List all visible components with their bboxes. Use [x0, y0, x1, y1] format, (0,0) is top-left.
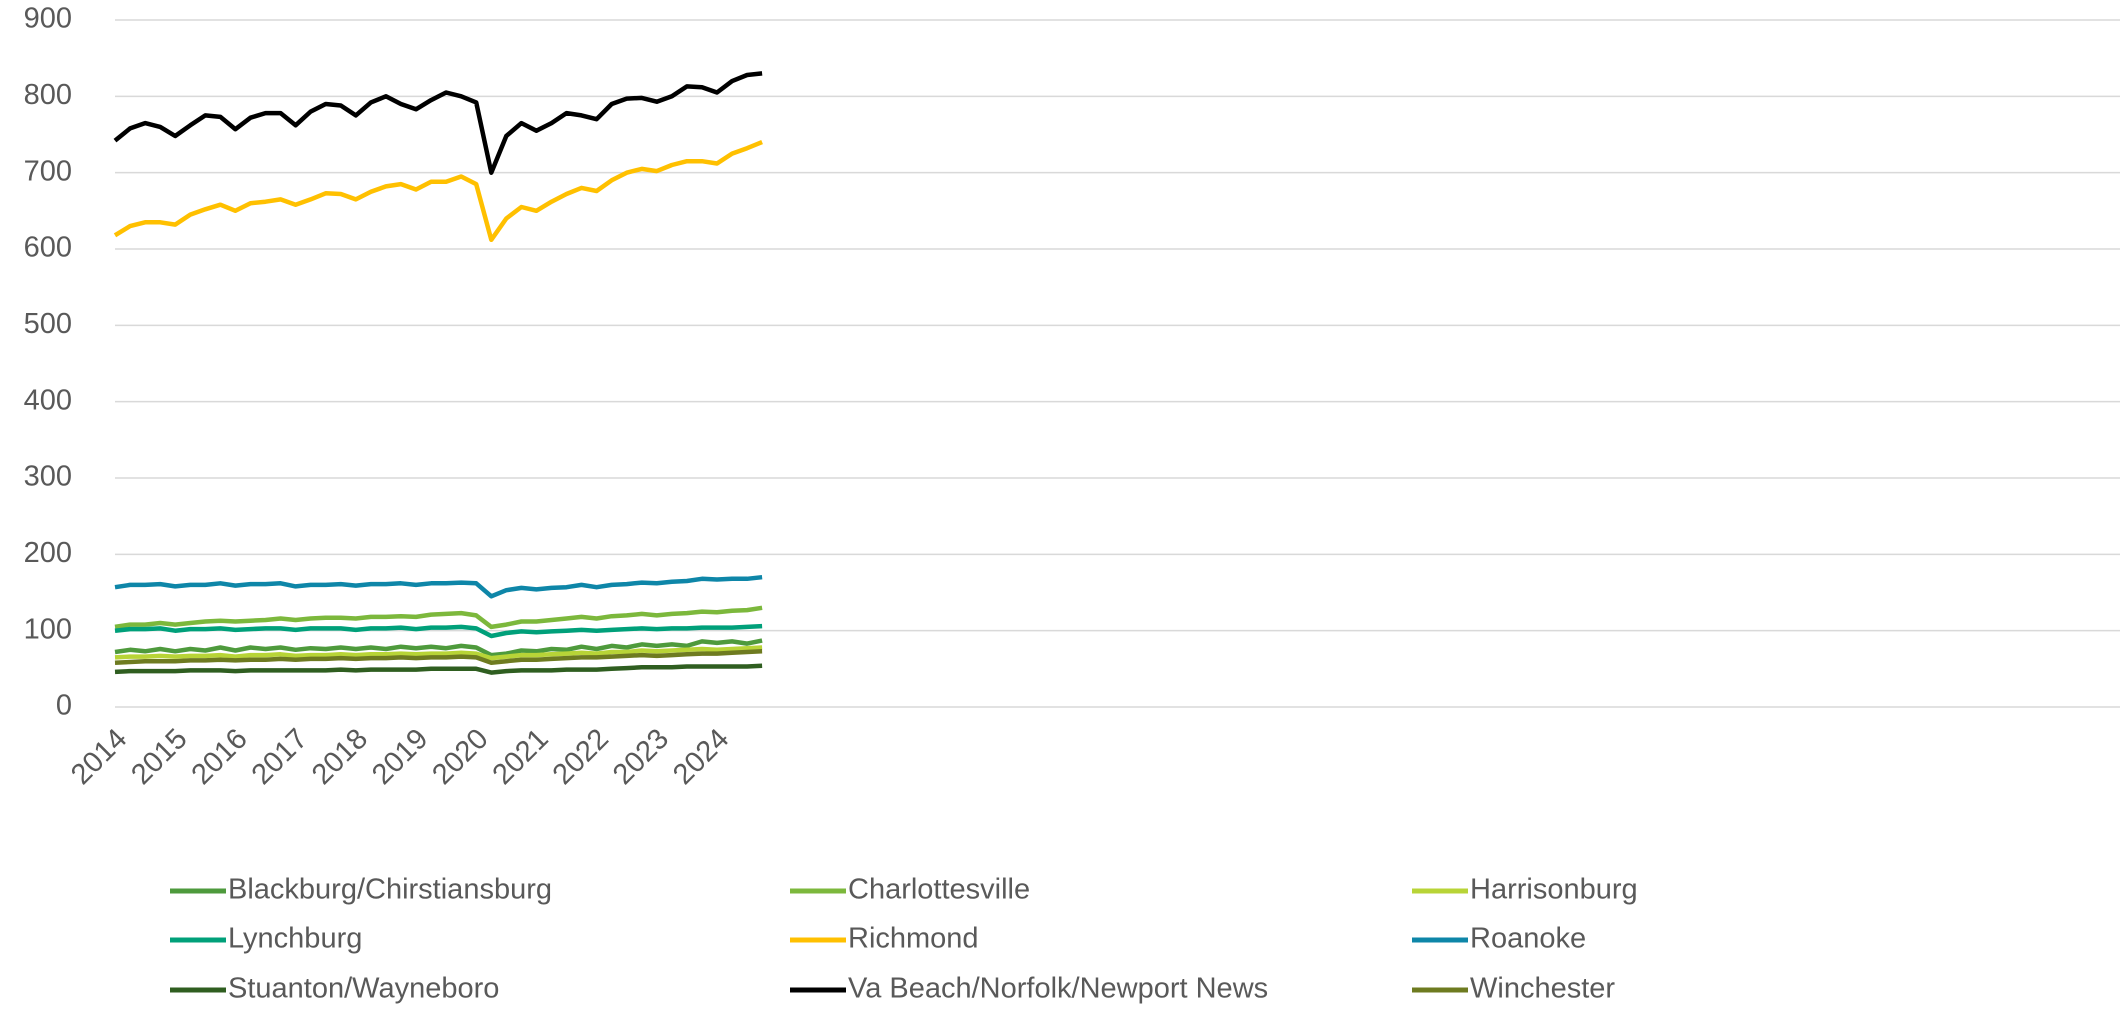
- x-tick-label: 2018: [306, 723, 374, 791]
- legend-label: Charlottesville: [848, 874, 1030, 906]
- legend-label: Lynchburg: [228, 923, 362, 955]
- series-line: [114, 649, 763, 665]
- x-tick-label: 2024: [667, 723, 735, 791]
- y-tick-label: 500: [24, 308, 72, 340]
- series-line: [113, 140, 763, 243]
- x-tick-label: 2022: [547, 723, 615, 791]
- legend-label: Harrisonburg: [1470, 874, 1638, 906]
- y-tick-label: 800: [24, 79, 72, 111]
- y-tick-label: 900: [24, 3, 72, 35]
- legend-label: Winchester: [1470, 973, 1615, 1005]
- legend-label: Stuanton/Wayneboro: [228, 973, 499, 1005]
- series-line: [114, 663, 763, 675]
- y-tick-label: 0: [56, 690, 72, 722]
- y-tick-label: 100: [24, 613, 72, 645]
- series-line: [114, 638, 763, 658]
- legend-label: Blackburg/Chirstiansburg: [228, 874, 552, 906]
- y-tick-label: 700: [24, 155, 72, 187]
- series-line: [114, 623, 763, 639]
- x-tick-label: 2016: [186, 723, 254, 791]
- x-tick-label: 2020: [426, 723, 494, 791]
- legend-label: Richmond: [848, 923, 979, 955]
- x-tick-label: 2021: [487, 723, 555, 791]
- x-tick-label: 2023: [607, 723, 675, 791]
- x-tick-label: 2017: [246, 723, 314, 791]
- y-tick-label: 300: [24, 461, 72, 493]
- legend-label: Va Beach/Norfolk/Newport News: [848, 973, 1268, 1005]
- legend-label: Roanoke: [1470, 923, 1586, 955]
- series-line: [114, 574, 763, 599]
- y-tick-label: 600: [24, 232, 72, 264]
- y-tick-label: 400: [24, 384, 72, 416]
- series-line: [114, 645, 763, 661]
- series-line: [114, 605, 763, 630]
- x-tick-label: 2015: [125, 723, 193, 791]
- x-tick-label: 2019: [366, 723, 434, 791]
- x-tick-label: 2014: [65, 723, 133, 791]
- y-tick-label: 200: [24, 537, 72, 569]
- series-line: [113, 71, 763, 175]
